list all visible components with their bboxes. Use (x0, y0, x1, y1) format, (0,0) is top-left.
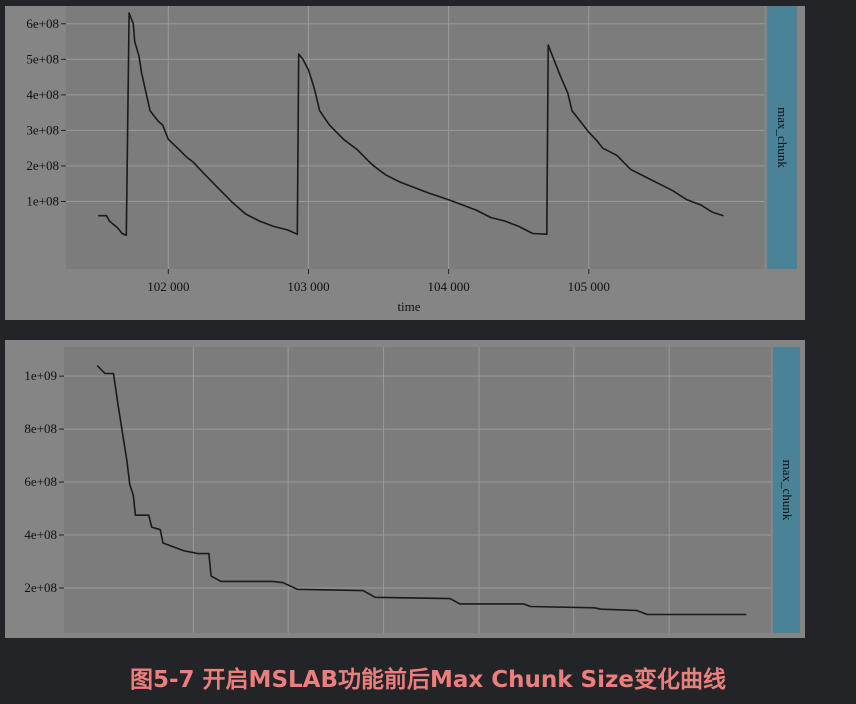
x-axis-label: time (397, 299, 420, 314)
x-tick-label: 102 000 (147, 279, 189, 294)
y-tick-label: 6e+08 (26, 16, 59, 31)
x-tick-label: 103 000 (287, 279, 329, 294)
y-tick-label: 3e+08 (26, 122, 59, 137)
y-tick-label: 4e+08 (26, 87, 59, 102)
x-tick-label: 104 000 (428, 279, 470, 294)
facet-strip-label: max_chunk (775, 107, 790, 168)
figure-caption: 图5-7 开启MSLAB功能前后Max Chunk Size变化曲线 (130, 667, 726, 693)
x-tick-label: 105 000 (568, 279, 610, 294)
y-tick-label: 1e+08 (26, 193, 59, 208)
y-tick-label: 2e+08 (26, 158, 59, 173)
plot-panel (66, 6, 764, 269)
facet-strip (767, 6, 797, 269)
y-tick-label: 5e+08 (26, 51, 59, 66)
series-line (98, 12, 724, 236)
